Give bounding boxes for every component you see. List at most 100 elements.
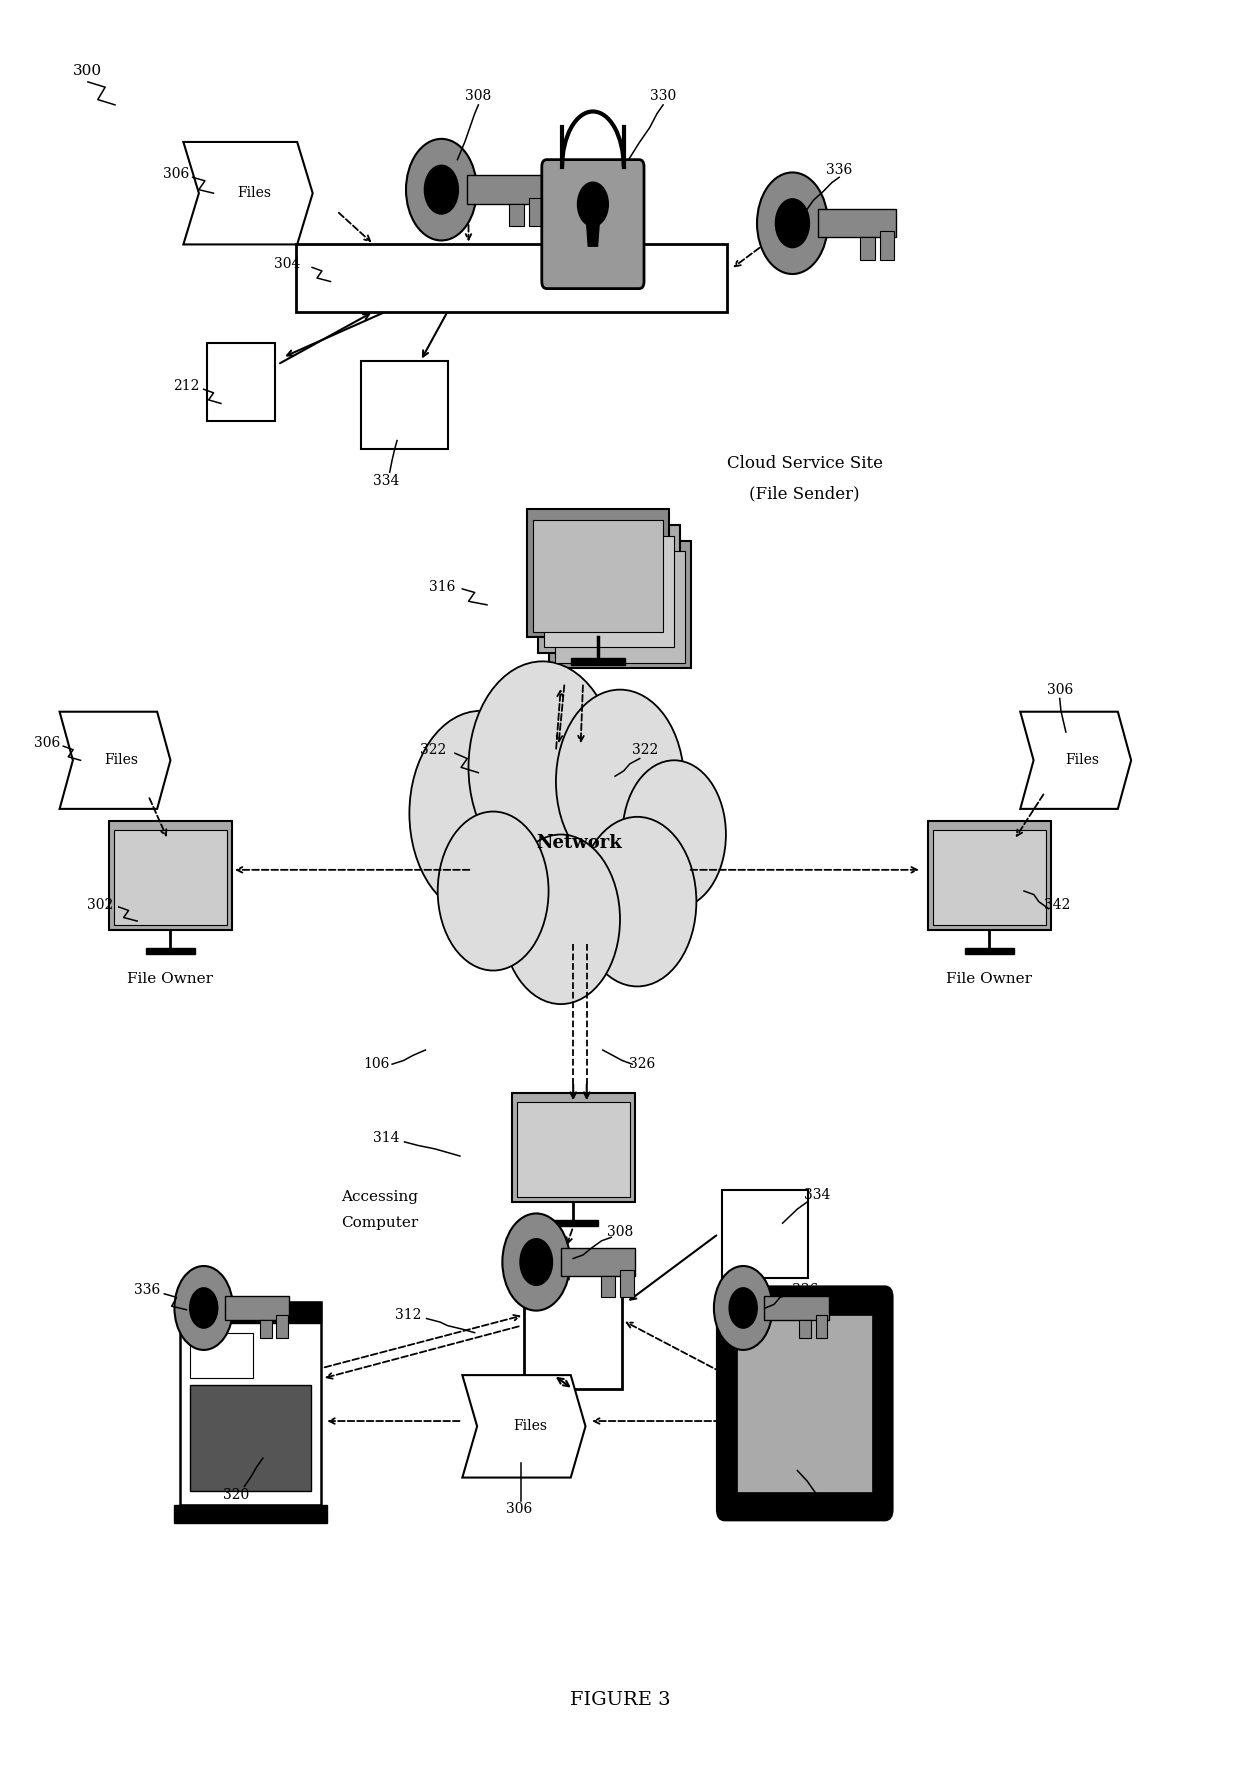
- Bar: [737, 1315, 873, 1491]
- Text: Files: Files: [1065, 753, 1099, 767]
- Text: Network: Network: [537, 834, 622, 852]
- Text: Files: Files: [237, 186, 272, 201]
- Text: 306: 306: [35, 735, 61, 749]
- Bar: [260, 1321, 272, 1338]
- Text: 322: 322: [631, 742, 657, 756]
- Text: 306: 306: [164, 167, 190, 181]
- Bar: [114, 831, 227, 925]
- Bar: [517, 1102, 630, 1198]
- Bar: [544, 536, 675, 648]
- Bar: [601, 1276, 615, 1298]
- Text: 302: 302: [87, 898, 113, 912]
- Bar: [174, 1505, 327, 1523]
- Text: 308: 308: [606, 1225, 634, 1239]
- Bar: [928, 822, 1052, 930]
- Text: Files: Files: [104, 753, 138, 767]
- Bar: [549, 541, 691, 669]
- FancyBboxPatch shape: [542, 160, 644, 289]
- Circle shape: [775, 199, 810, 249]
- Polygon shape: [60, 712, 170, 809]
- Text: 334: 334: [373, 474, 399, 488]
- Polygon shape: [585, 204, 600, 247]
- Bar: [467, 176, 544, 204]
- Circle shape: [502, 1214, 570, 1310]
- Bar: [109, 822, 232, 930]
- Text: Files: Files: [513, 1420, 547, 1434]
- Text: 326: 326: [629, 1058, 655, 1070]
- Circle shape: [714, 1266, 773, 1351]
- Text: 318: 318: [822, 1502, 848, 1516]
- Text: Cloud Service Site: Cloud Service Site: [727, 454, 883, 472]
- Bar: [816, 1315, 827, 1338]
- Text: 334: 334: [804, 1187, 831, 1202]
- Circle shape: [758, 172, 828, 273]
- Bar: [296, 245, 727, 312]
- Bar: [224, 1296, 289, 1321]
- Bar: [800, 1321, 811, 1338]
- Bar: [527, 509, 668, 637]
- Bar: [722, 1189, 808, 1278]
- Circle shape: [502, 834, 620, 1005]
- Bar: [548, 1219, 598, 1227]
- Circle shape: [175, 1266, 233, 1351]
- Bar: [554, 552, 686, 664]
- Circle shape: [622, 760, 725, 909]
- Bar: [620, 1269, 634, 1298]
- Text: 342: 342: [1044, 898, 1070, 912]
- Bar: [146, 948, 195, 953]
- Circle shape: [438, 811, 548, 971]
- Bar: [277, 1315, 288, 1338]
- Bar: [818, 209, 895, 238]
- Circle shape: [729, 1289, 758, 1328]
- Bar: [570, 659, 625, 666]
- Text: 336: 336: [791, 1283, 818, 1298]
- Bar: [361, 360, 448, 449]
- Circle shape: [578, 183, 609, 227]
- Text: FIGURE 3: FIGURE 3: [569, 1692, 671, 1709]
- Circle shape: [409, 710, 552, 916]
- Bar: [525, 1269, 622, 1390]
- Text: 212: 212: [174, 378, 200, 392]
- Text: 306: 306: [506, 1502, 532, 1516]
- FancyBboxPatch shape: [717, 1287, 893, 1519]
- Text: 300: 300: [73, 64, 103, 78]
- Bar: [880, 231, 894, 259]
- Bar: [764, 1296, 828, 1321]
- Circle shape: [520, 1239, 553, 1285]
- Circle shape: [556, 690, 684, 873]
- Bar: [180, 1301, 321, 1505]
- Text: (File Sender): (File Sender): [749, 485, 861, 502]
- Text: 312: 312: [396, 1308, 422, 1322]
- Circle shape: [469, 662, 616, 873]
- Text: File Owner: File Owner: [128, 973, 213, 987]
- Bar: [510, 204, 523, 225]
- Circle shape: [578, 816, 697, 987]
- Text: 336: 336: [134, 1283, 160, 1298]
- Text: 314: 314: [373, 1131, 399, 1145]
- Text: 306: 306: [1047, 683, 1073, 696]
- Bar: [533, 520, 663, 632]
- Bar: [190, 1384, 311, 1491]
- Bar: [529, 197, 543, 225]
- Circle shape: [405, 138, 477, 240]
- Text: 322: 322: [419, 742, 446, 756]
- Text: 304: 304: [274, 257, 300, 272]
- Text: 320: 320: [223, 1487, 249, 1502]
- Circle shape: [190, 1289, 218, 1328]
- Text: 106: 106: [363, 1058, 389, 1070]
- Bar: [932, 831, 1047, 925]
- Polygon shape: [1021, 712, 1131, 809]
- Bar: [861, 238, 874, 259]
- Circle shape: [424, 165, 459, 215]
- Bar: [180, 1301, 321, 1322]
- Polygon shape: [463, 1376, 585, 1477]
- Text: Accessing: Accessing: [341, 1189, 418, 1203]
- Bar: [207, 343, 274, 421]
- Text: Computer: Computer: [341, 1216, 418, 1230]
- Text: 308: 308: [465, 89, 491, 103]
- Text: 336: 336: [826, 163, 852, 178]
- Text: 330: 330: [650, 89, 676, 103]
- Bar: [965, 948, 1014, 953]
- Text: File Owner: File Owner: [946, 973, 1033, 987]
- Polygon shape: [184, 142, 312, 245]
